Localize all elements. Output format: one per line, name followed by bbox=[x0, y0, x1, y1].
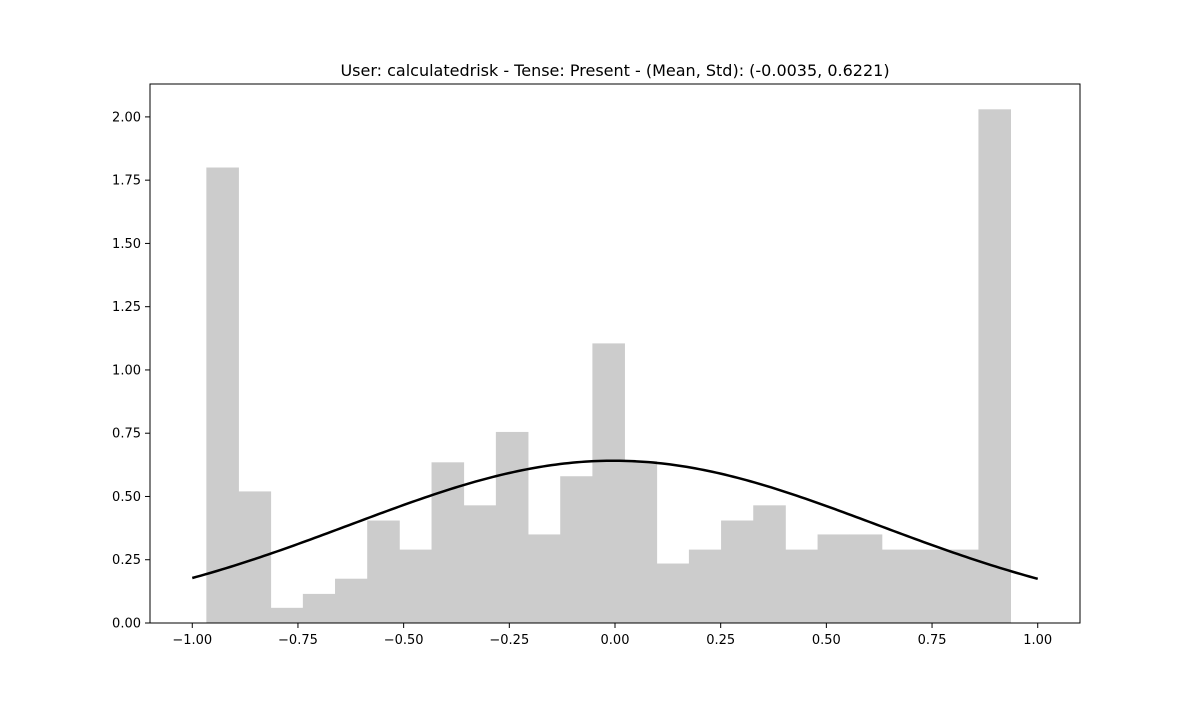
histogram-bar bbox=[495, 431, 529, 623]
histogram-bar bbox=[560, 476, 593, 623]
histogram-bar bbox=[528, 534, 561, 623]
x-tick-label: −0.25 bbox=[489, 633, 529, 648]
histogram-bar bbox=[978, 109, 1011, 623]
y-tick-label: 2.00 bbox=[112, 110, 141, 125]
x-tick-label: 0.00 bbox=[601, 633, 630, 648]
x-tick-label: 0.25 bbox=[706, 633, 735, 648]
histogram-bar bbox=[592, 343, 625, 623]
y-tick-label: 0.50 bbox=[112, 490, 141, 505]
histogram-bars bbox=[206, 109, 1011, 623]
x-tick-label: −0.75 bbox=[278, 633, 318, 648]
x-tick-label: −1.00 bbox=[172, 633, 212, 648]
y-tick-label: 1.50 bbox=[112, 237, 141, 252]
histogram-bar bbox=[206, 167, 239, 623]
histogram-bar bbox=[270, 607, 304, 623]
x-axis: −1.00 −0.75 −0.50 −0.25 0.00 0.25 0.50 0.75 1.00 bbox=[172, 623, 1052, 648]
y-tick-label: 1.75 bbox=[112, 174, 141, 189]
y-tick-label: 1.25 bbox=[112, 300, 141, 315]
histogram-bar bbox=[914, 549, 947, 623]
histogram-bar bbox=[656, 563, 690, 623]
histogram-bar bbox=[463, 505, 497, 623]
x-tick-label: 0.75 bbox=[918, 633, 947, 648]
x-tick-label: 0.50 bbox=[812, 633, 841, 648]
histogram-bar bbox=[753, 505, 786, 623]
histogram-bar bbox=[946, 549, 979, 623]
histogram-bar bbox=[881, 549, 915, 623]
y-tick-label: 0.00 bbox=[112, 617, 141, 632]
histogram-bar bbox=[399, 549, 432, 623]
y-tick-label: 0.75 bbox=[112, 427, 141, 442]
histogram-bar bbox=[785, 549, 818, 623]
histogram-bar bbox=[624, 461, 658, 623]
y-tick-label: 0.25 bbox=[112, 553, 141, 568]
histogram-bar bbox=[367, 520, 400, 623]
histogram-bar bbox=[335, 578, 368, 623]
normal-distribution-curve bbox=[191, 459, 1039, 581]
histogram-bar bbox=[302, 593, 336, 623]
chart-title: User: calculatedrisk - Tense: Present - … bbox=[340, 61, 889, 80]
histogram-bar bbox=[849, 534, 883, 623]
histogram-bar bbox=[817, 534, 851, 623]
y-tick-label: 1.00 bbox=[112, 363, 141, 378]
histogram-bar bbox=[721, 520, 754, 623]
x-tick-label: −0.50 bbox=[384, 633, 424, 648]
histogram-bar bbox=[688, 549, 722, 623]
y-axis: 0.00 0.25 0.50 0.75 1.00 1.25 1.50 1.75 2.00 bbox=[112, 110, 150, 632]
x-tick-label: 1.00 bbox=[1023, 633, 1052, 648]
histogram-bar bbox=[238, 491, 272, 623]
